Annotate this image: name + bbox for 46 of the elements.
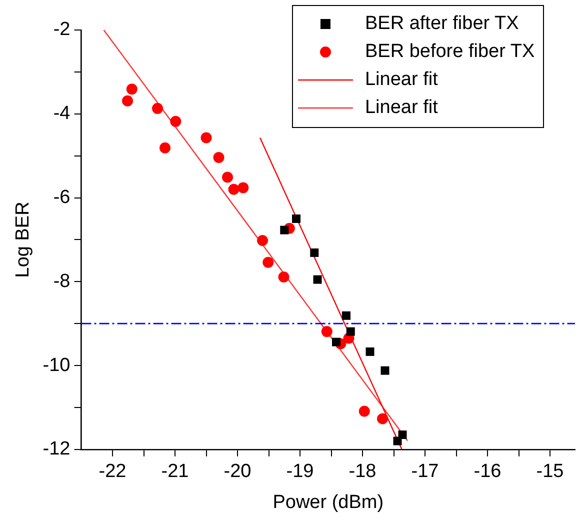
legend-label: BER before fiber TX — [364, 41, 535, 62]
point — [160, 142, 171, 154]
point — [313, 275, 322, 284]
x-tick-label: -15 — [536, 461, 564, 482]
point — [262, 256, 274, 268]
y-axis-title: Log BER — [12, 202, 34, 278]
point — [398, 430, 407, 439]
point — [380, 366, 390, 375]
y-tick-label: -4 — [53, 103, 71, 124]
legend-label: BER after fiber TX — [364, 13, 520, 34]
point — [377, 413, 388, 424]
point — [152, 102, 164, 114]
point — [321, 326, 332, 338]
point — [278, 272, 290, 283]
x-tick-label: -20 — [224, 461, 252, 482]
x-tick-label: -22 — [98, 461, 126, 482]
x-tick-label: -16 — [474, 461, 502, 482]
legend-label: Linear fit — [364, 69, 439, 90]
y-tick-label: -2 — [53, 19, 70, 40]
y-tick-label: -8 — [53, 270, 70, 292]
x-tick-label: -18 — [348, 461, 376, 482]
point — [122, 95, 134, 106]
x-tick-label: -17 — [411, 461, 439, 482]
point — [280, 226, 289, 234]
point — [222, 172, 234, 183]
legend-label: Linear fit — [364, 97, 439, 118]
point — [238, 182, 249, 194]
point — [366, 347, 374, 356]
y-tick-label: -6 — [53, 186, 70, 208]
point — [310, 248, 319, 257]
point — [200, 132, 212, 144]
point — [228, 184, 240, 195]
point — [332, 338, 340, 346]
point — [213, 152, 224, 163]
x-tick-label: -21 — [161, 461, 189, 482]
point — [342, 311, 350, 320]
point — [346, 327, 355, 336]
x-axis-title: Power (dBm) — [272, 492, 384, 513]
x-tick-label: -19 — [286, 461, 314, 482]
y-tick-label: -10 — [42, 354, 70, 376]
point — [257, 235, 268, 246]
point — [170, 116, 182, 127]
point — [292, 214, 300, 223]
point — [126, 84, 138, 95]
y-tick-label: -12 — [42, 438, 70, 460]
point — [358, 406, 370, 417]
